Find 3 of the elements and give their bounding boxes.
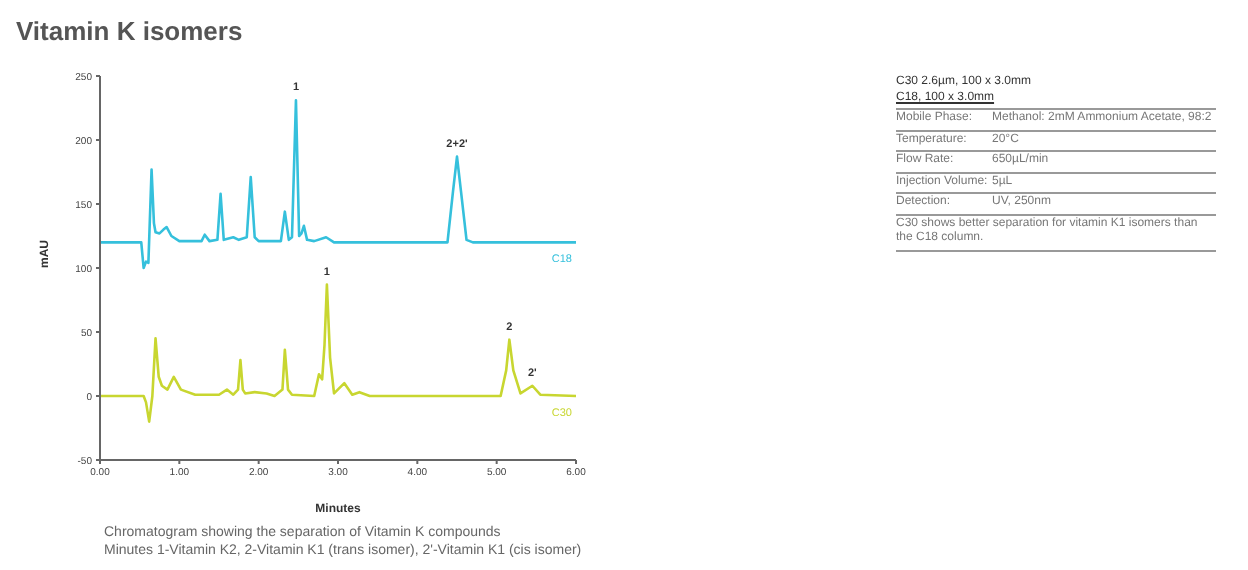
chart-title: Vitamin K isomers xyxy=(16,16,243,46)
line-series xyxy=(100,283,576,423)
line-series xyxy=(100,99,576,270)
